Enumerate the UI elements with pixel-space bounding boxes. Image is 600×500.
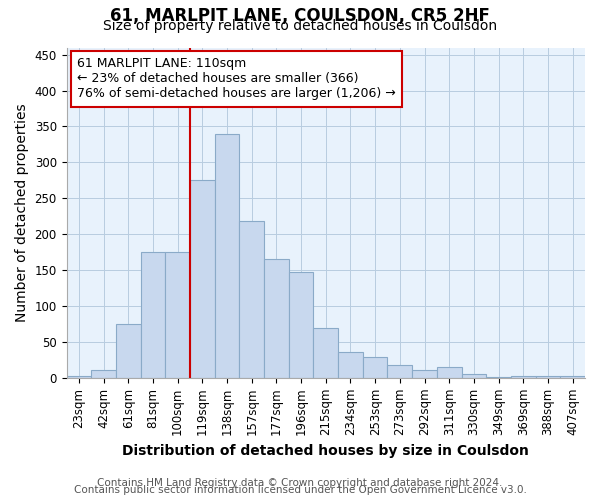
Bar [412,370,437,378]
Bar [116,324,140,378]
Bar [239,222,264,378]
Bar [190,180,215,378]
Bar [437,367,461,378]
Y-axis label: Number of detached properties: Number of detached properties [15,104,29,322]
Bar [165,252,190,378]
Text: Contains HM Land Registry data © Crown copyright and database right 2024.: Contains HM Land Registry data © Crown c… [97,478,503,488]
Text: Size of property relative to detached houses in Coulsdon: Size of property relative to detached ho… [103,19,497,33]
Bar [486,377,511,378]
Text: 61, MARLPIT LANE, COULSDON, CR5 2HF: 61, MARLPIT LANE, COULSDON, CR5 2HF [110,8,490,26]
X-axis label: Distribution of detached houses by size in Coulsdon: Distribution of detached houses by size … [122,444,529,458]
Text: 61 MARLPIT LANE: 110sqm
← 23% of detached houses are smaller (366)
76% of semi-d: 61 MARLPIT LANE: 110sqm ← 23% of detache… [77,58,395,100]
Bar [363,357,388,378]
Bar [67,376,91,378]
Bar [511,376,536,378]
Bar [289,272,313,378]
Bar [536,376,560,378]
Bar [461,374,486,378]
Bar [264,260,289,378]
Bar [313,328,338,378]
Bar [388,365,412,378]
Text: Contains public sector information licensed under the Open Government Licence v3: Contains public sector information licen… [74,485,526,495]
Bar [215,134,239,378]
Bar [560,376,585,378]
Bar [140,252,165,378]
Bar [338,352,363,378]
Bar [91,370,116,378]
